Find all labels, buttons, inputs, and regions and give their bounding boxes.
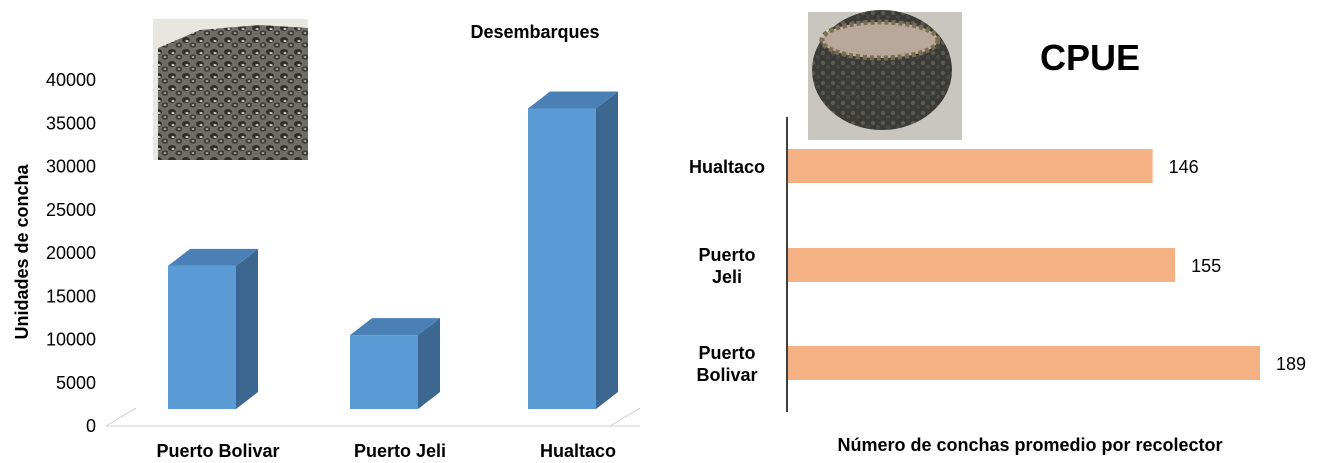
chart-title: CPUE <box>1040 37 1140 78</box>
y-tick-label: 10000 <box>46 330 96 350</box>
bars: 146 155 189 <box>788 149 1306 380</box>
y-tick-label: 15000 <box>46 286 96 306</box>
x-tick-labels: Puerto Bolivar Puerto Jeli Hualtaco <box>156 441 616 461</box>
bar-top <box>528 91 618 109</box>
x-tick-label: Puerto Bolivar <box>156 441 279 461</box>
bar <box>788 248 1176 282</box>
x-tick-label: Hualtaco <box>540 441 616 461</box>
bar-hualtaco <box>528 91 618 410</box>
data-label: 189 <box>1276 354 1306 374</box>
y-tick-label: Bolivar <box>696 365 757 385</box>
y-tick-label: Hualtaco <box>689 157 765 177</box>
bar-top <box>350 318 440 336</box>
y-tick-label: 5000 <box>56 373 96 393</box>
landings-chart: Desembarques Unidades de concha 0 5000 100… <box>12 19 641 461</box>
data-label: 155 <box>1191 256 1221 276</box>
y-tick-label: Puerto <box>698 245 755 265</box>
y-tick-label: Jeli <box>712 267 742 287</box>
floor-right-line <box>609 407 641 427</box>
y-tick-label: 35000 <box>46 113 96 133</box>
bar <box>788 346 1260 380</box>
y-tick-label: 30000 <box>46 157 96 177</box>
bar <box>788 149 1153 183</box>
floor-back-line <box>105 407 137 427</box>
bar-side <box>596 91 618 410</box>
shell-basket-photo <box>808 10 962 140</box>
y-tick-label: 25000 <box>46 200 96 220</box>
chart-title: Desembarques <box>470 22 599 42</box>
data-label: 146 <box>1169 157 1199 177</box>
y-tick-label: 0 <box>86 416 96 436</box>
y-tick-label: Puerto <box>698 343 755 363</box>
bar-puerto-bolivar <box>168 248 258 409</box>
y-tick-label: 20000 <box>46 243 96 263</box>
bar-side <box>418 318 440 409</box>
bar-front <box>168 265 236 409</box>
bar-puerto-jeli <box>350 318 440 409</box>
bar-front <box>350 335 418 409</box>
y-tick-label: 40000 <box>46 70 96 90</box>
y-tick-labels: 0 5000 10000 15000 20000 25000 30000 35000 40000 <box>46 70 96 436</box>
bar-top <box>168 248 258 266</box>
bar-front <box>528 108 596 410</box>
y-axis-label: Unidades de concha <box>12 163 32 339</box>
x-axis-label: Número de conchas promedio por recolecto… <box>837 435 1222 455</box>
bars <box>168 91 618 410</box>
shell-pile-photo <box>153 19 308 160</box>
bar-side <box>236 248 258 409</box>
x-tick-label: Puerto Jeli <box>354 441 446 461</box>
